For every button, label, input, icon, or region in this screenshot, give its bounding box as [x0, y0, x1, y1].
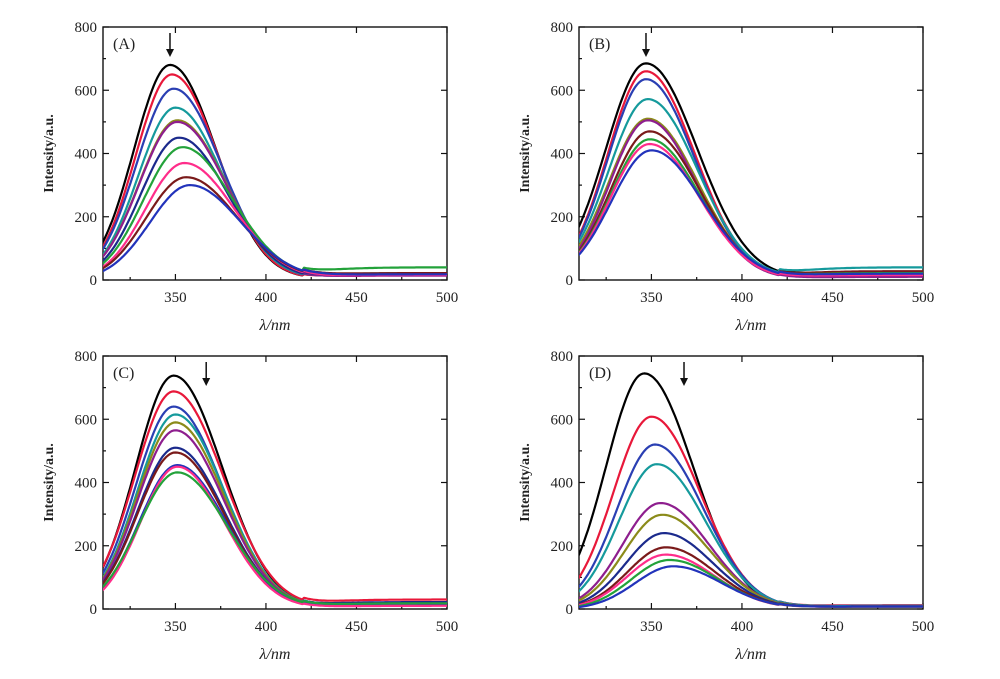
panel-label: (B)	[589, 36, 610, 53]
panel-label: (D)	[589, 365, 611, 382]
x-axis-label: λ/nm	[735, 646, 767, 663]
down-arrow-icon	[202, 378, 211, 386]
y-tick-label: 600	[75, 412, 98, 428]
series-group	[103, 374, 447, 608]
y-tick-label: 400	[75, 476, 98, 492]
y-axis-label: Intensity/a.u.	[42, 443, 57, 522]
x-axis-label: λ/nm	[735, 317, 767, 334]
series-line-5	[579, 117, 923, 276]
y-tick-label: 800	[551, 349, 574, 365]
y-tick-label: 0	[90, 602, 98, 618]
panel-b: 350 400 450 500 0 200 400 600 800 Intensity/a.u. λ…	[518, 20, 934, 334]
down-arrow-icon	[641, 49, 650, 57]
series-line-5	[103, 421, 447, 606]
series-line-10	[579, 558, 923, 608]
series-group	[103, 63, 447, 277]
y-axis-label: Intensity/a.u.	[518, 114, 533, 193]
x-axis-label: λ/nm	[259, 646, 291, 663]
y-tick-label: 800	[551, 20, 574, 36]
series-line-2	[103, 390, 447, 602]
y-tick-label: 0	[566, 273, 574, 289]
x-axis-label: λ/nm	[259, 317, 291, 334]
y-tick-label: 0	[566, 602, 574, 618]
series-line-11	[103, 184, 447, 276]
plot-frame	[578, 355, 924, 610]
series-line-2	[579, 70, 923, 276]
x-tick-label: 500	[912, 290, 935, 306]
y-tick-label: 600	[75, 83, 98, 99]
y-axis-label: Intensity/a.u.	[518, 443, 533, 522]
x-tick-label: 400	[731, 290, 754, 306]
series-line-1	[579, 372, 923, 608]
series-line-10	[579, 149, 923, 276]
series-line-11	[103, 471, 447, 605]
y-tick-label: 200	[75, 210, 98, 226]
panel-label: (A)	[113, 36, 135, 53]
down-arrow-icon	[680, 378, 689, 386]
series-line-11	[579, 565, 923, 609]
x-tick-label: 350	[164, 619, 187, 635]
y-tick-label: 200	[75, 539, 98, 555]
y-tick-label: 600	[551, 83, 574, 99]
y-tick-label: 800	[75, 349, 98, 365]
series-line-3	[103, 405, 447, 605]
series-line-2	[579, 415, 923, 607]
series-line-10	[103, 465, 447, 608]
x-tick-label: 450	[821, 290, 844, 306]
x-tick-label: 350	[640, 290, 663, 306]
y-tick-label: 400	[75, 147, 98, 163]
series-line-2	[103, 73, 447, 277]
panel-label: (C)	[113, 365, 134, 382]
x-tick-label: 450	[345, 290, 368, 306]
y-tick-label: 200	[551, 210, 574, 226]
y-tick-label: 0	[90, 273, 98, 289]
series-line-9	[103, 161, 447, 277]
y-tick-label: 400	[551, 147, 574, 163]
y-tick-label: 200	[551, 539, 574, 555]
y-tick-label: 600	[551, 412, 574, 428]
x-tick-label: 500	[436, 290, 459, 306]
series-line-4	[103, 413, 447, 605]
series-line-4	[579, 98, 923, 274]
series-line-3	[103, 87, 447, 277]
series-group	[579, 372, 923, 609]
down-arrow-icon	[165, 49, 174, 57]
x-tick-label: 500	[912, 619, 935, 635]
series-line-9	[579, 142, 923, 277]
panel-c: 350 400 450 500 0 200 400 600 800 Intensity/a.u. λ…	[42, 349, 458, 663]
y-axis-label: Intensity/a.u.	[42, 114, 57, 193]
x-tick-label: 400	[731, 619, 754, 635]
x-tick-label: 400	[255, 290, 278, 306]
x-tick-label: 350	[164, 290, 187, 306]
y-tick-label: 400	[551, 476, 574, 492]
series-group	[579, 62, 923, 279]
x-tick-label: 450	[345, 619, 368, 635]
series-line-3	[579, 443, 923, 608]
series-line-3	[579, 78, 923, 277]
panel-a: 350 400 450 500 0 200 400 600 800 Intensity/a.u. λ…	[42, 20, 458, 334]
x-tick-label: 350	[640, 619, 663, 635]
plot-frame	[102, 355, 448, 610]
x-tick-label: 450	[821, 619, 844, 635]
plot-frame	[102, 26, 448, 281]
y-tick-label: 800	[75, 20, 98, 36]
x-tick-label: 400	[255, 619, 278, 635]
series-line-5	[103, 119, 447, 276]
panel-d: 350 400 450 500 0 200 400 600 800 Intensity/a.u. λ…	[518, 349, 934, 663]
x-tick-label: 500	[436, 619, 459, 635]
